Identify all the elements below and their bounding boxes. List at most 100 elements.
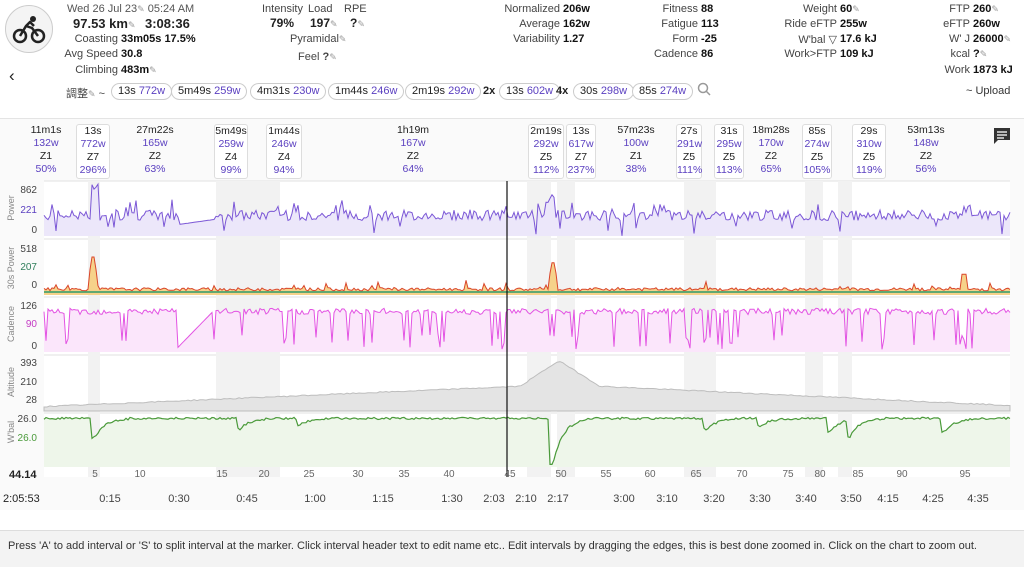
kcal-value[interactable]: ?✎	[973, 48, 988, 60]
ftp-value[interactable]: 260✎	[973, 3, 999, 15]
best-effort-pill[interactable]: 13s 772w	[111, 83, 173, 100]
cycling-icon	[5, 5, 53, 53]
x-time-tick: 0:30	[168, 493, 190, 505]
best-effort-pill[interactable]: 4m31s 230w	[250, 83, 327, 100]
x-km-tick: 25	[303, 469, 315, 480]
average-label: Average	[519, 18, 560, 30]
activity-date[interactable]: Wed 26 Jul 23✎ 05:24 AM	[67, 3, 195, 15]
interval-header[interactable]: 85s 274w Z5 105%	[802, 124, 832, 179]
help-text: Press 'A' to add interval or 'S' to spli…	[8, 540, 977, 552]
work-ftp-label: Work>FTP	[784, 48, 837, 60]
variability-label: Variability	[513, 33, 560, 45]
upload-link[interactable]: ~ Upload	[966, 85, 1011, 97]
x-time-tick: 3:30	[749, 493, 771, 505]
interval-header[interactable]: 13s 617w Z7 237%	[566, 124, 596, 179]
best-effort-pill[interactable]: 85s 274w	[632, 83, 694, 100]
adjust-button[interactable]: 調整✎ ~	[66, 88, 106, 100]
power-line	[43, 182, 1011, 236]
interval-header[interactable]: 57m23s 100w Z1 38%	[617, 124, 655, 175]
activity-charts[interactable]	[0, 119, 1024, 511]
ride-eftp-value: 255w	[840, 18, 867, 30]
best-effort-pill[interactable]: 13s 602w	[499, 83, 561, 100]
climbing-value: 483m✎	[121, 64, 157, 76]
x-km-tick: 50	[555, 469, 567, 480]
wj-value[interactable]: 26000✎	[973, 33, 1012, 45]
x-km-tick: 80	[814, 469, 826, 480]
cadence-y-tick: 90	[25, 319, 37, 330]
eftp-label: eFTP	[943, 18, 970, 30]
power30-y-tick: 518	[20, 244, 37, 255]
best-effort-pill[interactable]: 2m19s 292w	[405, 83, 482, 100]
x-time-tick: 2:10	[515, 493, 537, 505]
comment-icon[interactable]	[992, 127, 1012, 150]
x-km-tick: 30	[352, 469, 364, 480]
pyramidal-label[interactable]: Pyramidal✎	[290, 33, 347, 45]
power-y-tick: 862	[20, 185, 37, 196]
interval-multiplier: 4x	[556, 85, 569, 97]
chart-panel[interactable]: 11m1s 132w Z1 50% 13s 772w Z7 296% 27m22s 165w Z2 6…	[0, 118, 1024, 510]
interval-header[interactable]: 11m1s 132w Z1 50%	[30, 124, 62, 175]
x-time-tick: 1:30	[441, 493, 463, 505]
average-value: 162w	[563, 18, 590, 30]
climbing-label: Climbing	[75, 64, 118, 76]
x-km-tick: 20	[258, 469, 270, 480]
load-value[interactable]: 197✎	[310, 16, 338, 30]
interval-header[interactable]: 2m19s 292w Z5 112%	[528, 124, 564, 179]
help-bar: Press 'A' to add interval or 'S' to spli…	[0, 530, 1024, 567]
weight-value[interactable]: 60✎	[840, 3, 860, 15]
best-effort-pill[interactable]: 5m49s 259w	[171, 83, 248, 100]
interval-header[interactable]: 31s 295w Z5 113%	[714, 124, 744, 179]
cadence-label: Cadence	[653, 48, 698, 60]
power-area	[44, 184, 1010, 236]
cadence-line	[43, 307, 1011, 350]
interval-header[interactable]: 27m22s 165w Z2 63%	[136, 124, 174, 175]
x-time-tick: 1:00	[304, 493, 326, 505]
x-km-tick: 70	[736, 469, 748, 480]
kcal-label: kcal	[950, 48, 970, 60]
power-y-tick: 0	[31, 225, 37, 236]
interval-header[interactable]: 27s 291w Z5 111%	[676, 124, 702, 179]
x-time-tick: 3:50	[840, 493, 862, 505]
fatigue-value: 113	[701, 18, 719, 30]
ftp-label: FTP	[949, 3, 970, 15]
x-time-tick: 3:10	[656, 493, 678, 505]
best-effort-pill[interactable]: 1m44s 246w	[328, 83, 405, 100]
interval-header[interactable]: 5m49s 259w Z4 99%	[214, 124, 248, 179]
x-time-tick: 3:20	[703, 493, 725, 505]
feel-field[interactable]: Feel ?✎	[298, 51, 337, 63]
altitude-y-tick: 28	[25, 395, 37, 406]
search-icon[interactable]	[697, 82, 711, 101]
x-km-tick: 10	[134, 469, 146, 480]
interval-header[interactable]: 53m13s 148w Z2 56%	[907, 124, 945, 175]
fatigue-label: Fatigue	[661, 18, 698, 30]
intensity-label: Intensity	[262, 3, 303, 15]
chevron-left-icon[interactable]: ‹	[9, 66, 15, 85]
rpe-label: RPE	[344, 3, 367, 15]
best-effort-pill[interactable]: 30s 298w	[573, 83, 635, 100]
wbal-value: 17.6 kJ	[840, 33, 877, 45]
cursor-distance: 44.14	[9, 469, 37, 481]
ride-eftp-label: Ride eFTP	[784, 18, 837, 30]
interval-header[interactable]: 18m28s 170w Z2 65%	[752, 124, 790, 175]
x-time-tick: 2:03	[483, 493, 505, 505]
x-time-tick: 4:35	[967, 493, 989, 505]
interval-header[interactable]: 1h19m 167w Z2 64%	[396, 124, 430, 175]
x-km-tick: 60	[644, 469, 656, 480]
interval-header[interactable]: 1m44s 246w Z4 94%	[266, 124, 302, 179]
eftp-value: 260w	[973, 18, 1000, 30]
intensity-value: 79%	[270, 16, 295, 30]
cadence-y-tick: 0	[31, 341, 37, 352]
work-ftp-value: 109 kJ	[840, 48, 874, 60]
altitude-area	[43, 361, 1011, 412]
rpe-value[interactable]: ?✎	[350, 16, 365, 30]
edit-pencil-icon[interactable]: ✎	[137, 4, 145, 14]
interval-header[interactable]: 13s 772w Z7 296%	[76, 124, 110, 179]
wj-label: W' J	[948, 33, 970, 45]
interval-header[interactable]: 29s 310w Z5 119%	[852, 124, 886, 179]
wbal-area	[44, 417, 1010, 467]
weight-label: Weight	[802, 3, 837, 15]
cursor-time: 2:05:53	[3, 493, 40, 505]
x-km-tick: 95	[959, 469, 971, 480]
x-km-tick: 40	[443, 469, 455, 480]
x-time-tick: 0:15	[99, 493, 121, 505]
